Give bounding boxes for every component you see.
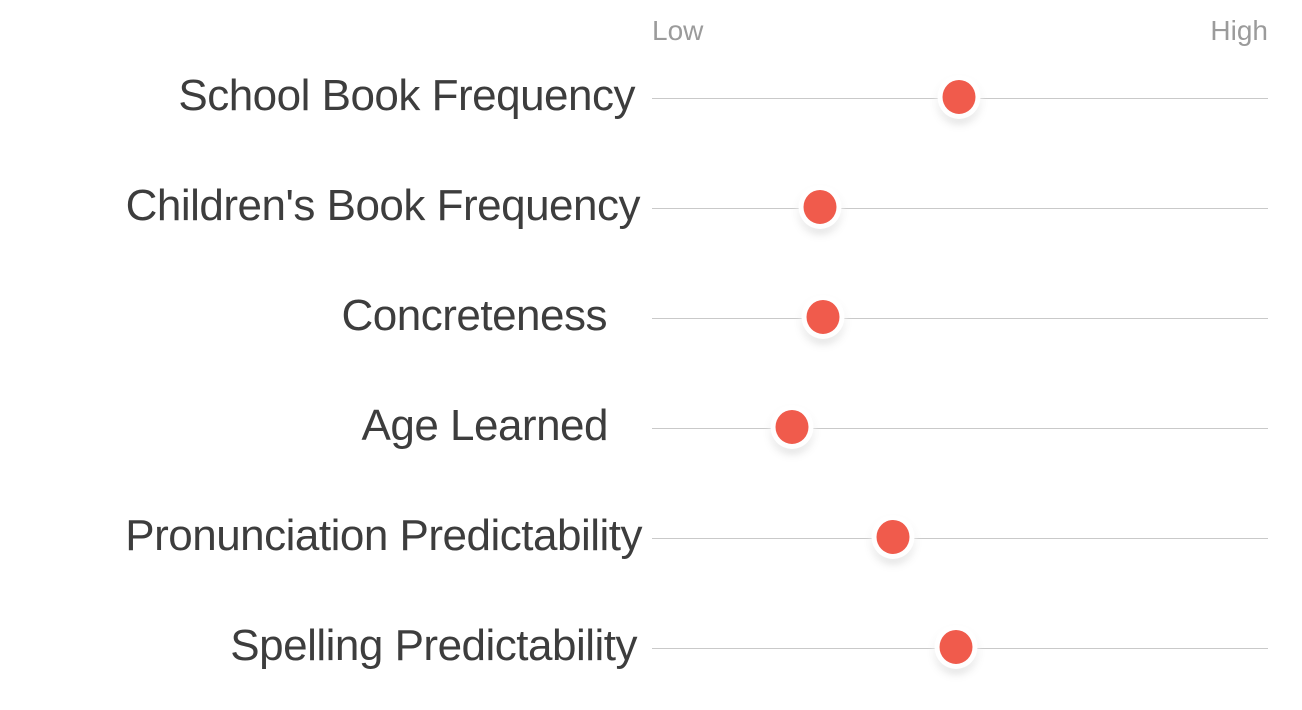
row-label: Spelling Predictability [230, 621, 637, 670]
row-label: School Book Frequency [178, 71, 635, 120]
scale-line [652, 299, 1268, 334]
scale-line [652, 629, 1268, 664]
scale-line [652, 409, 1268, 444]
data-dot [942, 79, 976, 114]
axis-label-low: Low [652, 15, 704, 46]
row-label: Age Learned [361, 401, 609, 450]
data-dot [806, 299, 840, 334]
scale-line [652, 189, 1268, 224]
row-label: Children's Book Frequency [125, 181, 641, 230]
scale-line [652, 519, 1268, 554]
data-dot [939, 629, 973, 664]
data-dot [775, 409, 809, 444]
data-dot [803, 189, 837, 224]
row-label: Pronunciation Predictability [125, 511, 642, 560]
axis-label-high: High [1210, 15, 1268, 46]
scale-line [652, 79, 1268, 114]
axis-header: Low High [652, 13, 1268, 49]
data-dot [876, 519, 910, 554]
row-label: Concreteness [341, 291, 608, 340]
